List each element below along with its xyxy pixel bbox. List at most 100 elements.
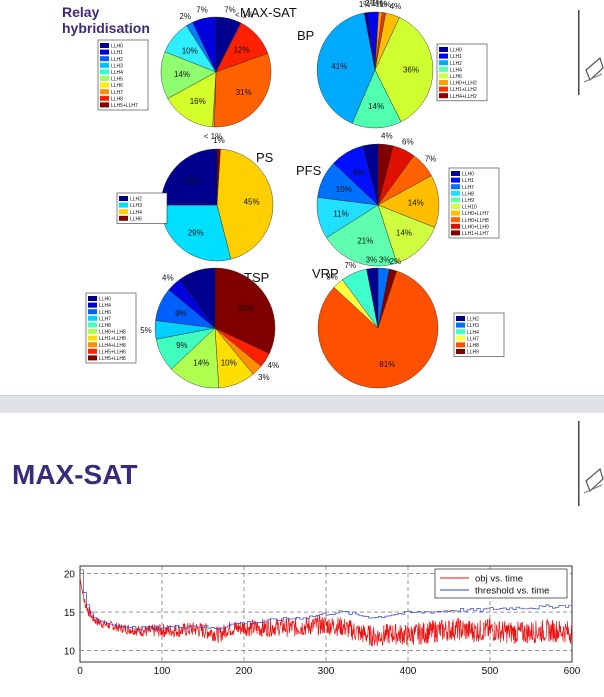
y-tick-label: 15 [64, 608, 76, 619]
legend-swatch [456, 316, 465, 321]
pie-slice-label: 45% [244, 198, 260, 207]
legend-swatch [456, 322, 465, 328]
pie-slice-label: 14% [368, 102, 384, 111]
pie-legend: LLH0LLH1LLH2LLH3LLH4LLH5LLH6LLH7LLH8LLH5… [97, 39, 149, 111]
legend-swatch [100, 69, 109, 75]
legend-label: LLH0 [111, 44, 123, 50]
pie-slice-label: 14% [396, 229, 412, 238]
pie-slice-label: 7% [196, 6, 208, 15]
pie-slice-label: 11% [333, 209, 348, 218]
legend-label: LLH0+LLH2 [450, 81, 477, 87]
legend-label: LLH6 [450, 74, 462, 80]
legend-label: LLH8 [111, 96, 123, 102]
legend-label: LLH7 [99, 316, 111, 322]
pie-slice-label: 25% [184, 176, 200, 185]
legend-label: LLH2 [111, 57, 123, 63]
legend-label: LLH6 [111, 83, 123, 89]
legend-swatch [451, 210, 460, 216]
legend-label: LLH4 [130, 210, 142, 216]
x-tick-label: 300 [318, 666, 335, 677]
pie-slice [374, 17, 434, 123]
legend-label: LLH9 [462, 198, 474, 204]
legend-label: LLH2 [467, 317, 479, 323]
x-tick-label: 600 [564, 666, 581, 677]
legend-label: LLH1 [462, 178, 474, 184]
pie-slice-label: 21% [357, 237, 373, 246]
legend-label: LLH7 [467, 336, 479, 342]
legend-swatch [119, 196, 128, 201]
legend-swatch [100, 76, 109, 81]
legend-label: LLH0 [462, 172, 474, 178]
pie-slice [362, 143, 379, 206]
x-tick-label: 400 [400, 666, 417, 677]
legend-label: LLH9 [467, 350, 479, 356]
y-tick-label: 20 [64, 570, 76, 581]
pie-slice-label: 29% [188, 228, 204, 237]
pie-slice-label: 1% [359, 0, 371, 9]
legend-swatch [451, 190, 460, 196]
legend-swatch [88, 309, 97, 315]
pie-slice-label: 1% [213, 136, 225, 145]
pie-slice-label: < 1% [204, 132, 222, 141]
x-tick-label: 0 [77, 666, 83, 677]
pie-slice-label: 36% [403, 65, 419, 74]
legend-swatch [451, 177, 460, 183]
legend-label: LLH1+LLH8 [99, 336, 126, 342]
legend-label: LLH2 [130, 197, 142, 203]
pie-slice-label: 3% [258, 373, 270, 382]
legend-swatch [88, 348, 97, 354]
pie-legend: LLH0LLH4LLH6LLH7LLH8LLH0+LLH8LLH1+LLH8LL… [85, 292, 137, 364]
legend-label: LLH8 [462, 191, 474, 197]
pie-slice-label: 14% [193, 359, 209, 368]
pie-charts-slide: Relay hybridisation MAX-SAT 7% < 1% 12% 31% <… [62, 0, 604, 389]
legend-swatch [451, 230, 460, 236]
legend-label: LLH1+LLH2 [450, 87, 477, 93]
legend-swatch [88, 355, 97, 361]
pie-slice-label: 1% [380, 0, 392, 9]
legend-label: LLH8 [467, 343, 479, 349]
line-chart: 0 100 200 300 400 500 600 10 15 20 obj vs. timethr… [64, 565, 581, 677]
slide-divider [0, 395, 604, 414]
y-tick-label: 10 [64, 646, 76, 657]
legend-label: LLH0+LLH8 [99, 330, 126, 336]
legend-swatch [100, 43, 109, 48]
legend-swatch [456, 342, 465, 348]
pie-slice-label: 4% [381, 132, 393, 141]
legend-label: LLH6 [99, 310, 111, 316]
legend-label: LLH0+LLH9 [462, 224, 489, 230]
pie-chart-1: BP1%1%1%4%36%14%41%1%2%LLH0LLH1LLH2LLH4L… [297, 0, 488, 129]
legend-swatch [100, 95, 109, 101]
legend-swatch [119, 215, 128, 221]
pie-slice-label: 31% [236, 88, 252, 97]
legend-swatch [100, 62, 109, 68]
pie-slice-label: 2% [365, 0, 377, 8]
legend-swatch [439, 93, 448, 99]
legend-label: threshold vs. time [475, 586, 549, 597]
legend-swatch [456, 349, 465, 354]
pie-slice-label: 3% [366, 255, 378, 264]
legend-swatch [451, 171, 460, 176]
pie-slice-label: 7% [425, 155, 437, 164]
slide-title-line2: hybridisation [62, 20, 150, 36]
pie-title: VRP [312, 266, 339, 281]
legend-swatch [119, 209, 128, 215]
pie-title: PFS [296, 163, 322, 178]
legend-swatch [451, 217, 460, 223]
pie-slice [366, 267, 379, 329]
pie-slice-label: 1% [371, 0, 383, 8]
legend-label: LLH2 [450, 61, 462, 67]
maxsat-slide: MAX-SAT 0 100 200 300 400 500 600 10 15 20 obj vs.… [0, 413, 604, 697]
legend-label: LLH5+LLH6 [99, 349, 126, 355]
legend-label: LLH5+LLH8 [99, 356, 126, 362]
pie-slice-label: 9% [353, 168, 365, 177]
pie-slice [179, 267, 216, 329]
legend-label: LLH4+LLH8 [99, 343, 126, 349]
legend-swatch [100, 56, 109, 62]
pie-slice-label: 10% [182, 46, 198, 55]
legend-label: LLH5 [111, 77, 123, 83]
pie-slice-label: 6% [402, 138, 414, 147]
legend-swatch [451, 184, 460, 190]
